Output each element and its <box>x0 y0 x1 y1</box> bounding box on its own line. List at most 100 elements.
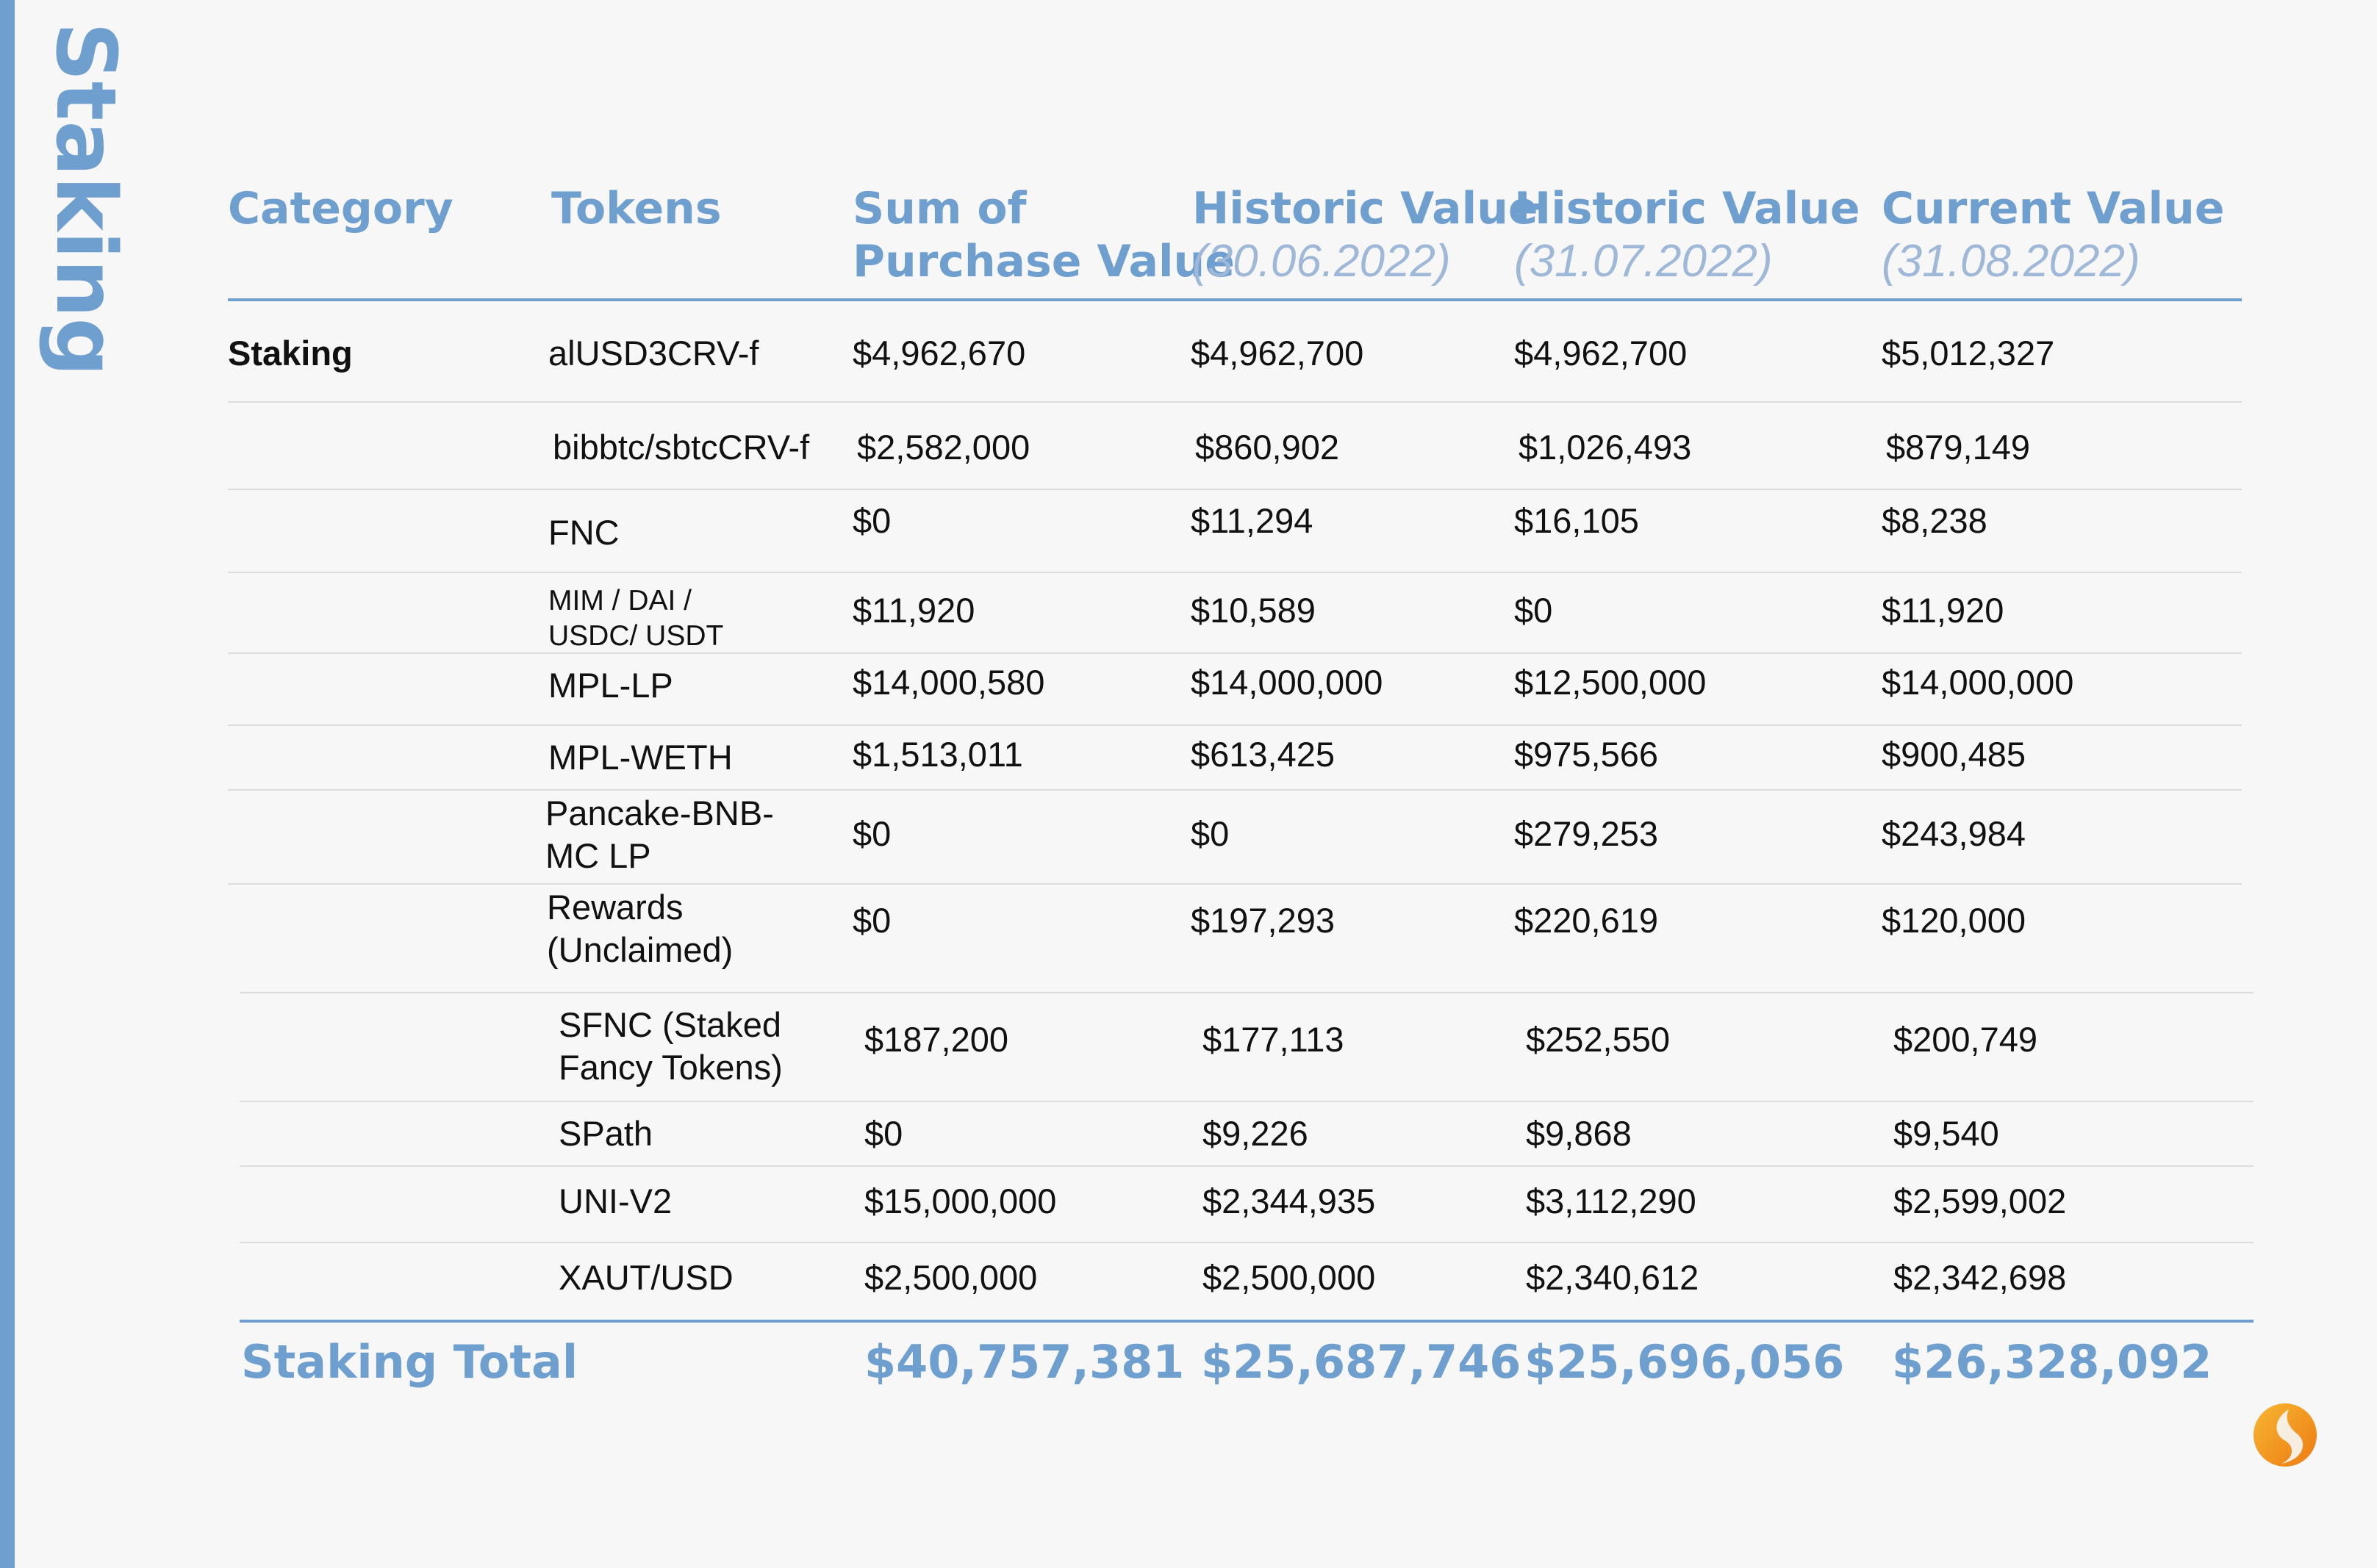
row-sum: $0 <box>853 501 892 540</box>
header-current: Current Value (31.08.2022) <box>1882 182 2225 288</box>
row-historic-2: $0 <box>1514 591 1553 630</box>
row-token: alUSD3CRV-f <box>548 334 759 373</box>
row-divider <box>240 992 2254 993</box>
header-historic-1-title: Historic Value <box>1192 183 1538 234</box>
row-token-line1: SFNC (Staked <box>559 1005 781 1044</box>
row-historic-2: $975,566 <box>1514 735 1659 774</box>
row-current: $14,000,000 <box>1882 663 2074 702</box>
total-historic-2: $25,696,056 <box>1524 1335 1845 1389</box>
row-current: $5,012,327 <box>1882 334 2055 373</box>
row-sum: $0 <box>853 901 892 940</box>
row-sum: $0 <box>853 814 892 853</box>
row-sum: $2,582,000 <box>857 428 1030 467</box>
row-historic-2: $9,868 <box>1526 1114 1632 1153</box>
row-historic-1: $197,293 <box>1191 901 1336 940</box>
row-historic-2: $252,550 <box>1526 1020 1671 1059</box>
row-historic-1: $11,294 <box>1191 501 1313 540</box>
row-token-line2: Fancy Tokens) <box>559 1048 783 1087</box>
row-sum: $0 <box>864 1114 903 1153</box>
row-divider <box>228 789 2242 791</box>
row-historic-2: $4,962,700 <box>1514 334 1688 373</box>
row-token-line1: Pancake-BNB- <box>545 794 774 832</box>
row-current: $243,984 <box>1882 814 2026 853</box>
row-token-line2: USDC/ USDT <box>548 620 724 652</box>
row-token-line2: MC LP <box>545 836 651 875</box>
row-sum: $187,200 <box>864 1020 1009 1059</box>
header-sum-line2: Purchase Value <box>853 236 1235 287</box>
row-historic-1: $9,226 <box>1202 1114 1308 1153</box>
row-current: $200,749 <box>1893 1020 2038 1059</box>
header-rule <box>228 298 2242 301</box>
row-current: $120,000 <box>1882 901 2026 940</box>
row-token: FNC <box>548 513 620 552</box>
side-title-text: Staking <box>37 22 133 377</box>
row-divider <box>228 401 2242 403</box>
row-historic-2: $16,105 <box>1514 501 1639 540</box>
header-historic-2-title: Historic Value <box>1514 183 1860 234</box>
row-current: $8,238 <box>1882 501 1987 540</box>
row-historic-2: $12,500,000 <box>1514 663 1707 702</box>
row-token: SPath <box>559 1114 653 1153</box>
row-token: MPL-WETH <box>548 738 733 777</box>
row-historic-2: $1,026,493 <box>1519 428 1692 467</box>
header-historic-2: Historic Value (31.07.2022) <box>1514 182 1860 288</box>
row-historic-2: $3,112,290 <box>1526 1182 1696 1220</box>
row-historic-2: $2,340,612 <box>1526 1258 1699 1297</box>
row-sum: $15,000,000 <box>864 1182 1057 1220</box>
row-divider <box>240 1242 2254 1243</box>
left-accent-bar <box>0 0 15 1568</box>
row-historic-1: $0 <box>1191 814 1230 853</box>
row-current: $11,920 <box>1882 591 2004 630</box>
total-current: $26,328,092 <box>1892 1335 2212 1389</box>
row-historic-1: $4,962,700 <box>1191 334 1364 373</box>
row-category: Staking <box>228 334 353 373</box>
header-historic-2-date: (31.07.2022) <box>1514 236 1773 287</box>
total-sum: $40,757,381 <box>864 1335 1185 1389</box>
row-token: MPL-LP <box>548 666 673 705</box>
row-current: $900,485 <box>1882 735 2026 774</box>
row-divider <box>228 724 2242 726</box>
total-rule <box>240 1320 2254 1323</box>
total-label: Staking Total <box>241 1335 578 1389</box>
row-historic-1: $177,113 <box>1202 1020 1344 1059</box>
row-token-line1: Rewards <box>547 888 684 927</box>
row-current: $2,342,698 <box>1893 1258 2067 1297</box>
row-sum: $4,962,670 <box>853 334 1026 373</box>
row-sum: $14,000,580 <box>853 663 1045 702</box>
flame-logo-icon <box>2254 1403 2317 1467</box>
row-token-line2: (Unclaimed) <box>547 930 734 969</box>
row-divider <box>240 1165 2254 1167</box>
row-historic-1: $10,589 <box>1191 591 1316 630</box>
row-current: $2,599,002 <box>1893 1182 2067 1220</box>
row-divider <box>228 489 2242 490</box>
row-divider <box>240 1101 2254 1102</box>
total-historic-1: $25,687,746 <box>1201 1335 1521 1389</box>
row-token: bibbtc/sbtcCRV-f <box>553 428 810 467</box>
header-sum-purchase: Sum of Purchase Value <box>853 182 1235 288</box>
header-historic-1: Historic Value (30.06.2022) <box>1192 182 1538 288</box>
header-historic-1-date: (30.06.2022) <box>1192 236 1451 287</box>
side-title: Staking <box>37 22 133 377</box>
header-category: Category <box>228 183 453 234</box>
row-divider <box>228 652 2242 654</box>
header-sum-line1: Sum of <box>853 183 1027 234</box>
row-sum: $1,513,011 <box>853 735 1023 774</box>
header-current-date: (31.08.2022) <box>1882 236 2140 287</box>
row-sum: $2,500,000 <box>864 1258 1038 1297</box>
row-historic-2: $220,619 <box>1514 901 1659 940</box>
row-historic-1: $2,344,935 <box>1202 1182 1376 1220</box>
row-divider <box>228 572 2242 573</box>
row-historic-1: $613,425 <box>1191 735 1336 774</box>
row-current: $879,149 <box>1886 428 2031 467</box>
row-historic-1: $14,000,000 <box>1191 663 1383 702</box>
row-historic-2: $279,253 <box>1514 814 1659 853</box>
row-current: $9,540 <box>1893 1114 1999 1153</box>
row-token: XAUT/USD <box>559 1258 734 1297</box>
row-sum: $11,920 <box>853 591 975 630</box>
row-token: UNI-V2 <box>559 1182 673 1220</box>
row-token-line1: MIM / DAI / <box>548 585 692 616</box>
row-historic-1: $2,500,000 <box>1202 1258 1376 1297</box>
header-tokens: Tokens <box>551 183 722 234</box>
row-divider <box>228 883 2242 885</box>
header-current-title: Current Value <box>1882 183 2225 234</box>
